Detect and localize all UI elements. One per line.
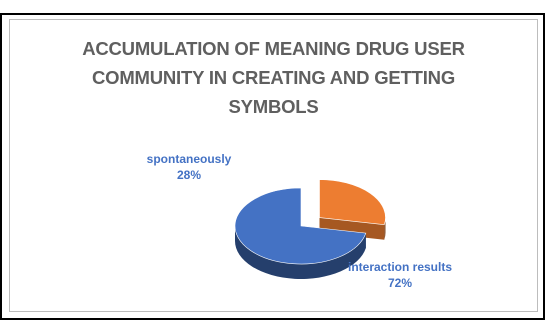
data-label-interaction-results: interaction results 72% <box>340 259 460 291</box>
data-label-spontaneously-value: 28% <box>176 168 202 182</box>
data-label-spontaneously: spontaneously 28% <box>129 151 249 183</box>
data-label-spontaneously-name: spontaneously <box>146 152 232 166</box>
figure-frame <box>0 13 545 320</box>
chart-title: ACCUMULATION OF MEANING DRUG USER COMMUN… <box>9 34 538 121</box>
chart-title-line-1: ACCUMULATION OF MEANING DRUG USER <box>82 38 465 59</box>
chart-title-line-3: SYMBOLS <box>228 96 319 117</box>
pie-slice-interaction-results <box>234 187 367 265</box>
data-label-interaction-results-name: interaction results <box>347 260 453 274</box>
chart-title-line-2: COMMUNITY IN CREATING AND GETTING <box>91 67 456 88</box>
data-label-interaction-results-value: 72% <box>387 276 413 290</box>
slice-rim-spontaneously-0 <box>384 217 386 240</box>
pie-slice-spontaneously <box>319 179 386 226</box>
slice-rim-interaction-results-0 <box>235 226 366 279</box>
